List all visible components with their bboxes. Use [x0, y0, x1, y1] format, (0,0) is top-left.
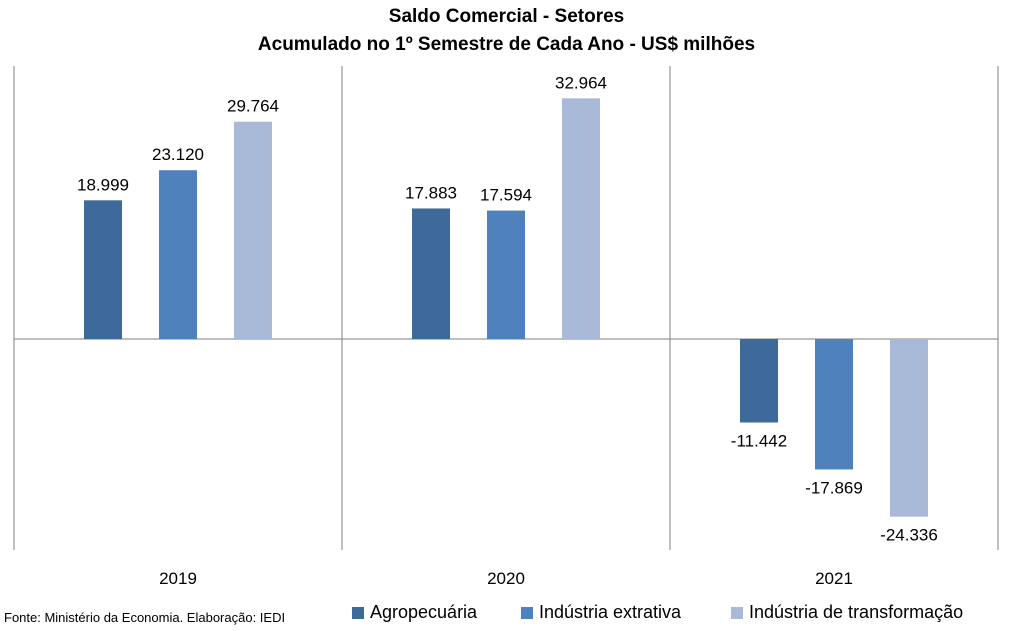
bar-2021-3: [890, 339, 928, 517]
chart-title: Saldo Comercial - Setores: [388, 6, 625, 27]
legend-label: Agropecuária: [370, 602, 478, 622]
source-note: Fonte: Ministério da Economia. Elaboraçã…: [4, 610, 286, 625]
bar-2021-1: [740, 339, 778, 423]
chart-subtitle: Acumulado no 1º Semestre de Cada Ano - U…: [257, 34, 756, 55]
bar-2021-2: [815, 339, 853, 470]
bar-2019-1: [84, 200, 122, 339]
data-label: -11.442: [731, 432, 787, 451]
data-label: 23.120: [152, 145, 204, 164]
bar-chart: 18.999 23.120 29.764 2019 17.883 17.594 32.964…: [13, 66, 999, 588]
legend-swatch: [731, 606, 743, 619]
data-label: 32.964: [555, 73, 607, 92]
data-label: 18.999: [77, 175, 129, 194]
data-label: -24.336: [880, 526, 938, 545]
legend-item-industria-extrativa: Indústria extrativa: [521, 602, 681, 623]
legend-label: Indústria extrativa: [539, 602, 682, 622]
data-label: -17.869: [805, 478, 863, 497]
bar-2020-2: [487, 210, 525, 339]
x-tick-label: 2020: [487, 569, 525, 588]
bar-2020-3: [562, 98, 600, 340]
legend-swatch: [352, 606, 364, 619]
data-label: 29.764: [227, 97, 279, 116]
x-tick-label: 2021: [815, 569, 853, 588]
legend-item-industria-transformacao: Indústria de transformação: [731, 602, 963, 623]
legend-item-agropecuaria: Agropecuária: [352, 602, 477, 623]
bar-2019-2: [159, 170, 197, 339]
bar-2020-1: [412, 208, 450, 339]
legend-swatch: [521, 606, 533, 619]
x-tick-label: 2019: [159, 569, 197, 588]
data-label: 17.594: [480, 186, 532, 205]
legend-label: Indústria de transformação: [749, 602, 964, 622]
bar-2019-3: [234, 121, 272, 339]
data-label: 17.883: [405, 183, 457, 202]
